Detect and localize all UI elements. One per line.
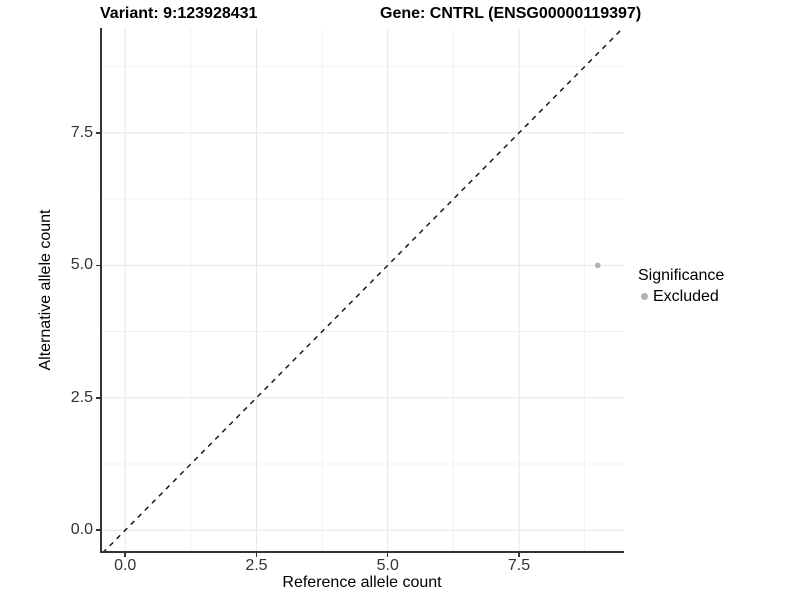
x-axis-title: Reference allele count	[282, 574, 442, 591]
x-tick-mark	[518, 553, 520, 557]
legend-title: Significance	[638, 267, 725, 284]
y-axis-title: Alternative allele count	[37, 209, 54, 371]
legend-point-icon	[641, 293, 648, 300]
legend-item: Excluded	[638, 286, 724, 307]
x-tick-label: 0.0	[114, 557, 137, 574]
plot-panel	[100, 28, 624, 553]
y-tick-mark	[96, 132, 100, 134]
y-tick-mark	[96, 264, 100, 267]
legend-item-label: Excluded	[653, 288, 719, 305]
variant-title: Variant: 9:123928431	[100, 5, 258, 22]
x-tick-label: 2.5	[245, 557, 268, 574]
x-tick-mark	[386, 553, 389, 557]
legend: Significance Excluded	[638, 265, 724, 307]
x-tick-mark	[255, 553, 258, 557]
y-tick-mark	[96, 529, 100, 531]
y-tick-label: 2.5	[70, 388, 93, 406]
y-tick-label: 7.5	[70, 123, 93, 141]
x-tick-label: 5.0	[376, 557, 399, 574]
y-tick-label: 0.0	[70, 521, 93, 539]
x-tick-label: 7.5	[507, 557, 531, 574]
data-point	[594, 262, 601, 269]
gene-title: Gene: CNTRL (ENSG00000119397)	[380, 5, 642, 22]
x-tick-mark	[124, 553, 126, 557]
identity-dashed-line	[102, 28, 624, 553]
y-tick-mark	[96, 397, 100, 399]
plot-canvas	[100, 28, 624, 553]
y-tick-label: 5.0	[70, 256, 93, 274]
